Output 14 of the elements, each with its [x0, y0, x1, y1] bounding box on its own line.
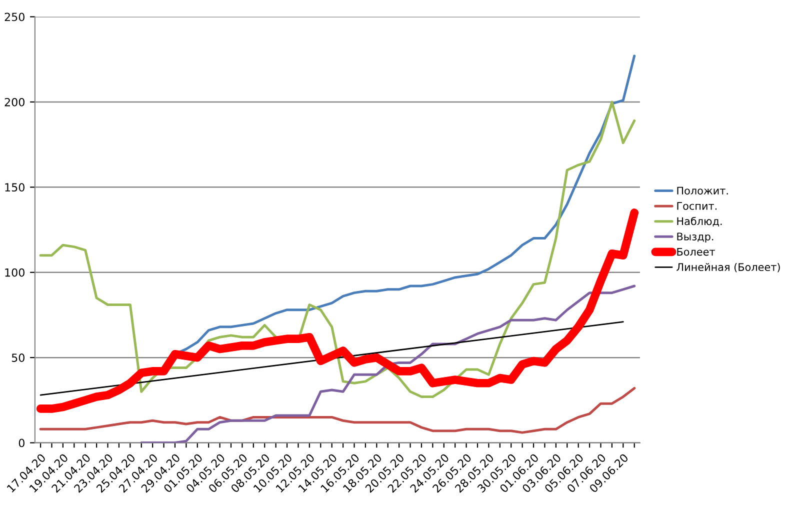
legend-label: Положит.	[677, 186, 728, 195]
y-tick-label: 150	[5, 183, 24, 192]
legend-label: Госпит.	[677, 202, 717, 210]
y-tick-label: 0	[18, 438, 24, 448]
legend-label: Наблюд.	[677, 216, 722, 226]
legend-label: Болеет	[677, 248, 715, 256]
y-tick-label: 50	[12, 354, 24, 362]
legend-label: Выздр.	[677, 232, 714, 242]
y-tick-label: 250	[4, 12, 24, 22]
legend-label: Линейная (Болеет)	[676, 262, 780, 272]
y-tick-label: 100	[5, 268, 24, 277]
line-series	[140, 284, 636, 443]
line-series	[39, 387, 636, 434]
y-tick-label: 200	[4, 98, 24, 106]
